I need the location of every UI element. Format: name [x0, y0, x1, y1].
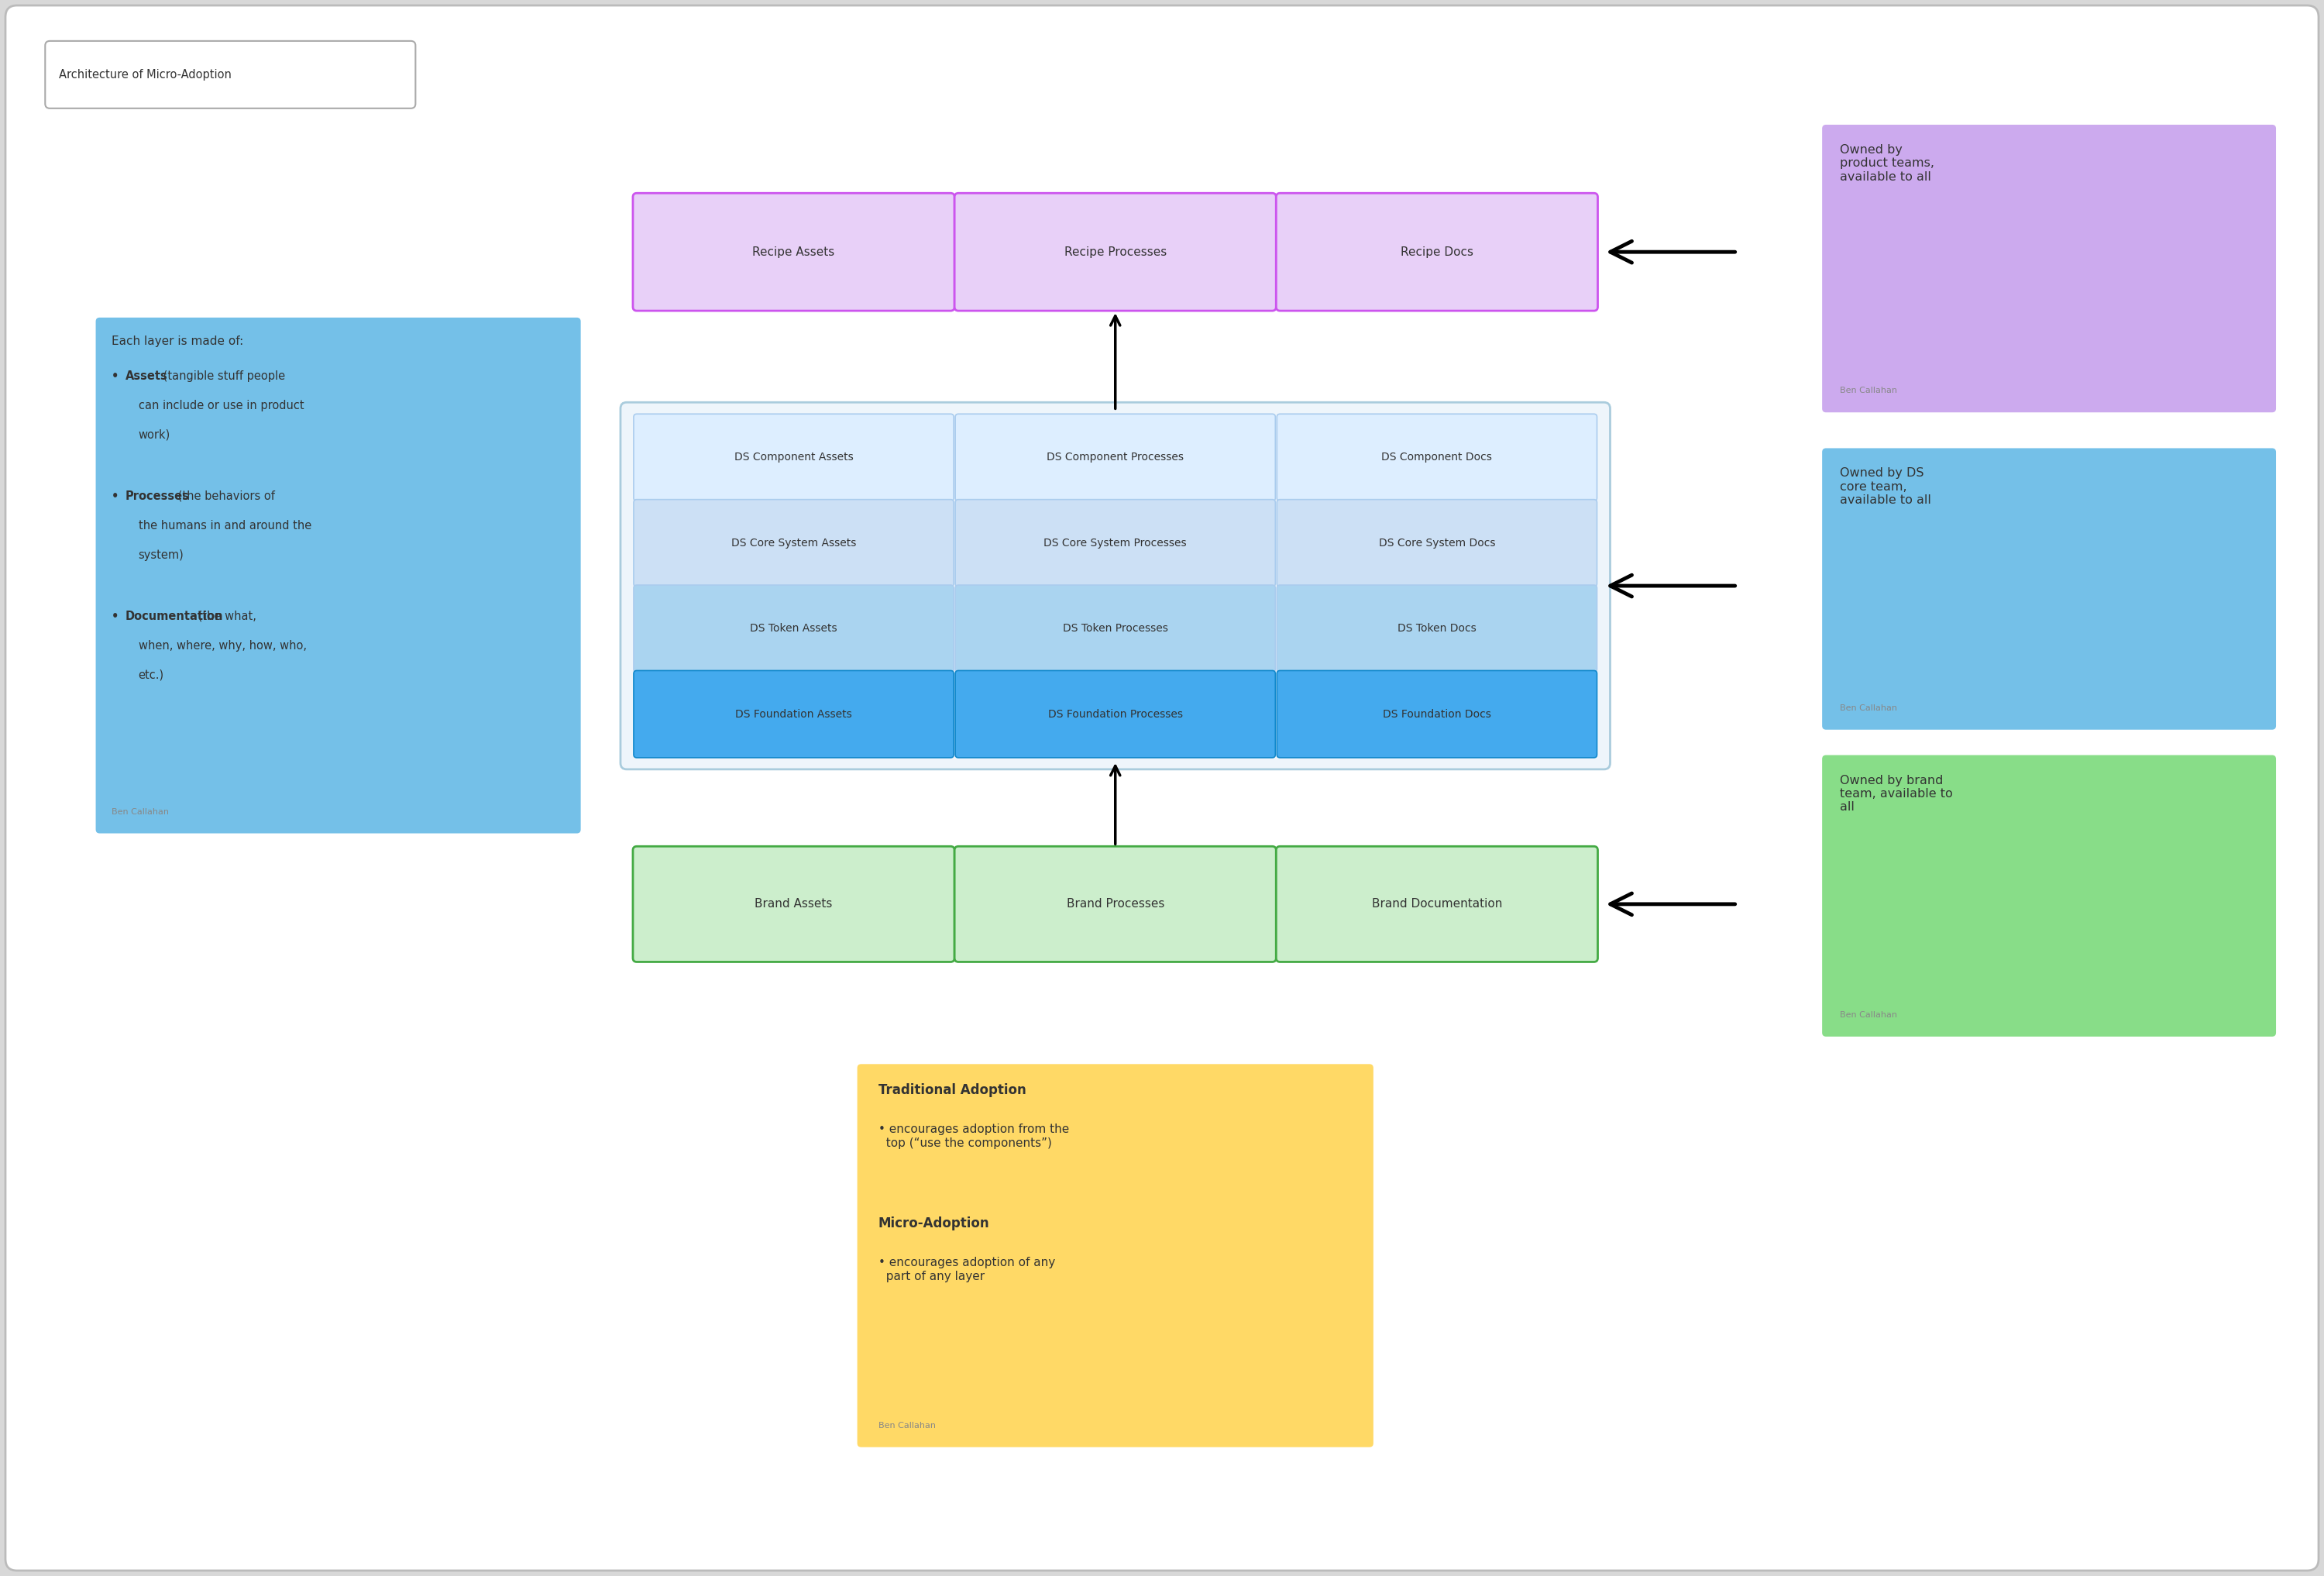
- Text: DS Foundation Processes: DS Foundation Processes: [1048, 709, 1183, 720]
- Text: Ben Callahan: Ben Callahan: [1841, 1010, 1896, 1018]
- Text: can include or use in product: can include or use in product: [139, 400, 304, 411]
- Text: Ben Callahan: Ben Callahan: [878, 1422, 937, 1429]
- Text: Owned by DS
core team,
available to all: Owned by DS core team, available to all: [1841, 468, 1931, 506]
- Text: DS Foundation Docs: DS Foundation Docs: [1383, 709, 1492, 720]
- FancyBboxPatch shape: [5, 5, 2319, 1571]
- FancyBboxPatch shape: [1276, 194, 1599, 310]
- Text: Recipe Processes: Recipe Processes: [1064, 246, 1167, 258]
- FancyBboxPatch shape: [632, 846, 955, 961]
- Text: DS Core System Docs: DS Core System Docs: [1378, 537, 1494, 548]
- Text: (the behaviors of: (the behaviors of: [174, 490, 274, 501]
- Text: Architecture of Micro-Adoption: Architecture of Micro-Adoption: [58, 69, 232, 80]
- Text: Owned by brand
team, available to
all: Owned by brand team, available to all: [1841, 774, 1952, 813]
- FancyBboxPatch shape: [1276, 414, 1597, 501]
- FancyBboxPatch shape: [955, 194, 1276, 310]
- Text: DS Component Processes: DS Component Processes: [1046, 452, 1183, 463]
- Text: Ben Callahan: Ben Callahan: [112, 808, 170, 815]
- FancyBboxPatch shape: [858, 1064, 1373, 1447]
- FancyBboxPatch shape: [634, 414, 953, 501]
- FancyBboxPatch shape: [955, 414, 1276, 501]
- FancyBboxPatch shape: [1276, 500, 1597, 586]
- Text: DS Token Processes: DS Token Processes: [1062, 623, 1169, 634]
- FancyBboxPatch shape: [955, 500, 1276, 586]
- FancyBboxPatch shape: [621, 402, 1611, 769]
- FancyBboxPatch shape: [1276, 846, 1599, 961]
- FancyBboxPatch shape: [634, 500, 953, 586]
- FancyBboxPatch shape: [1822, 448, 2275, 730]
- Text: • encourages adoption from the
  top (“use the components”): • encourages adoption from the top (“use…: [878, 1124, 1069, 1149]
- Text: (the what,: (the what,: [195, 610, 256, 623]
- FancyBboxPatch shape: [634, 585, 953, 671]
- Text: Processes: Processes: [125, 490, 188, 501]
- Text: Traditional Adoption: Traditional Adoption: [878, 1083, 1025, 1097]
- Text: DS Core System Assets: DS Core System Assets: [732, 537, 855, 548]
- FancyBboxPatch shape: [1822, 125, 2275, 413]
- FancyBboxPatch shape: [955, 846, 1276, 961]
- Text: (tangible stuff people: (tangible stuff people: [160, 370, 286, 381]
- Text: when, where, why, how, who,: when, where, why, how, who,: [139, 640, 307, 651]
- Text: DS Component Docs: DS Component Docs: [1380, 452, 1492, 463]
- Text: •: •: [112, 490, 119, 501]
- Text: system): system): [139, 548, 184, 561]
- Text: Ben Callahan: Ben Callahan: [1841, 386, 1896, 394]
- FancyBboxPatch shape: [632, 194, 955, 310]
- FancyBboxPatch shape: [44, 41, 416, 109]
- FancyBboxPatch shape: [95, 317, 581, 834]
- Text: DS Token Assets: DS Token Assets: [751, 623, 837, 634]
- Text: Documentation: Documentation: [125, 610, 223, 623]
- FancyBboxPatch shape: [1276, 670, 1597, 758]
- Text: Ben Callahan: Ben Callahan: [1841, 704, 1896, 712]
- Text: the humans in and around the: the humans in and around the: [139, 520, 311, 531]
- Text: Recipe Docs: Recipe Docs: [1401, 246, 1473, 258]
- Text: work): work): [139, 429, 170, 441]
- FancyBboxPatch shape: [1822, 755, 2275, 1037]
- FancyBboxPatch shape: [955, 670, 1276, 758]
- Text: Recipe Assets: Recipe Assets: [753, 246, 834, 258]
- Text: DS Token Docs: DS Token Docs: [1397, 623, 1476, 634]
- Text: Owned by
product teams,
available to all: Owned by product teams, available to all: [1841, 143, 1934, 183]
- Text: DS Core System Processes: DS Core System Processes: [1043, 537, 1188, 548]
- Text: Brand Processes: Brand Processes: [1067, 898, 1164, 909]
- Text: Brand Documentation: Brand Documentation: [1371, 898, 1501, 909]
- Text: Micro-Adoption: Micro-Adoption: [878, 1217, 990, 1231]
- Text: • encourages adoption of any
  part of any layer: • encourages adoption of any part of any…: [878, 1258, 1055, 1283]
- Text: DS Component Assets: DS Component Assets: [734, 452, 853, 463]
- Text: Assets: Assets: [125, 370, 167, 381]
- Text: DS Foundation Assets: DS Foundation Assets: [734, 709, 853, 720]
- Text: Each layer is made of:: Each layer is made of:: [112, 336, 244, 347]
- FancyBboxPatch shape: [955, 585, 1276, 671]
- Text: etc.): etc.): [139, 670, 165, 681]
- FancyBboxPatch shape: [1276, 585, 1597, 671]
- Text: •: •: [112, 370, 119, 381]
- Text: Brand Assets: Brand Assets: [755, 898, 832, 909]
- Text: •: •: [112, 610, 119, 623]
- FancyBboxPatch shape: [634, 670, 953, 758]
